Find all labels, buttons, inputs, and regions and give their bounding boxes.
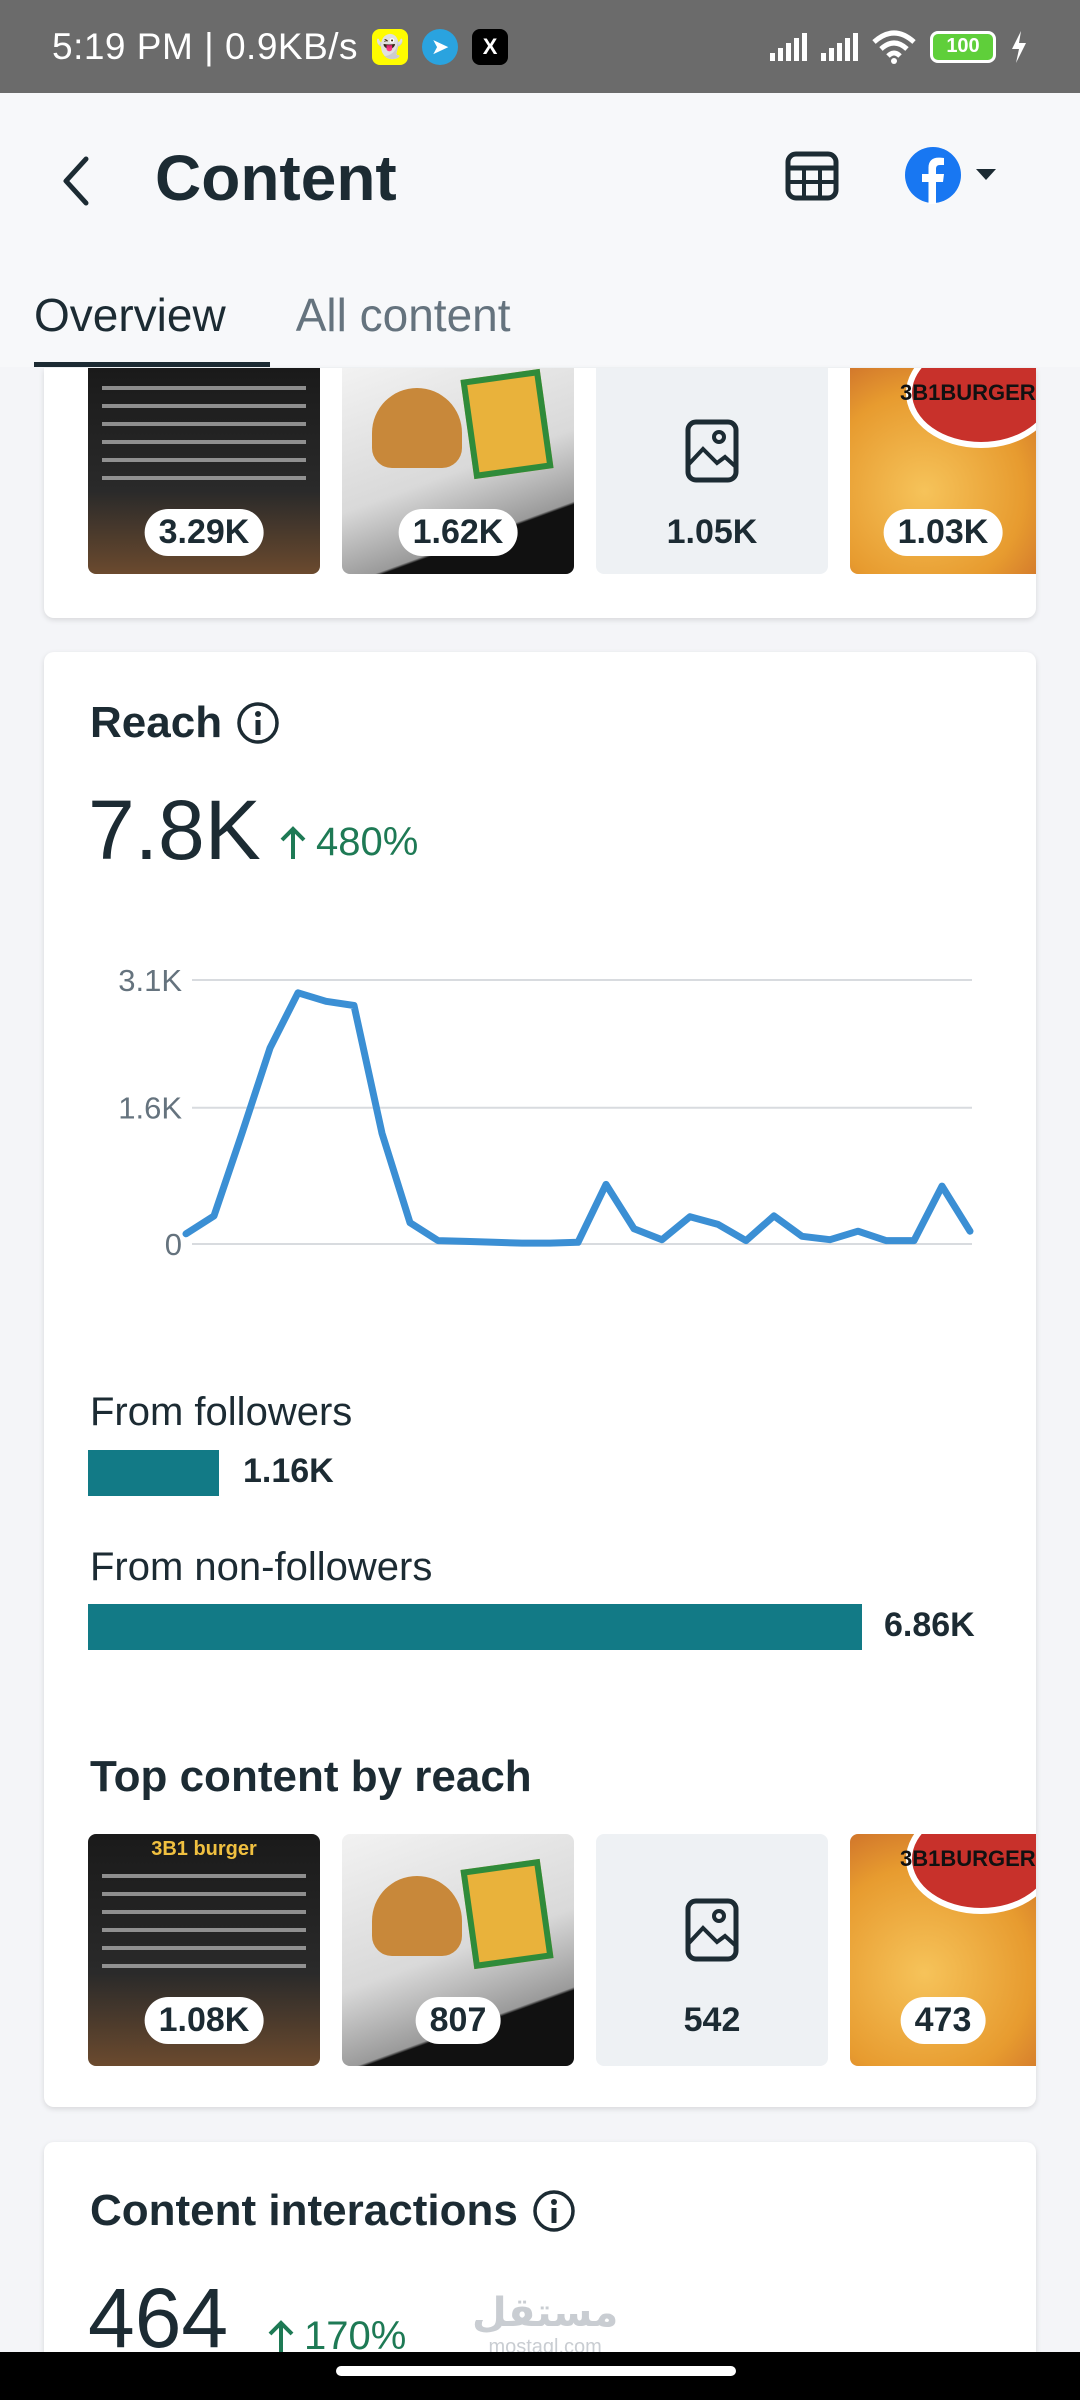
top-content-reach-badge: 807	[415, 1997, 501, 2044]
chart-y-ticks: 3.1K 1.6K 0	[118, 963, 182, 1262]
top-content-reach-badge: 1.08K	[144, 1997, 264, 2044]
pizza-brand-text: 3B1BURGER	[900, 380, 1036, 405]
image-icon	[685, 419, 739, 483]
snapchat-icon: 👻	[372, 28, 409, 65]
account-switcher[interactable]	[904, 145, 1014, 205]
info-icon[interactable]	[236, 701, 280, 745]
reach-value: 7.8K	[88, 783, 261, 877]
post-thumb-menu[interactable]: 3.29K	[88, 368, 320, 574]
post-thumb-pizza[interactable]: 3B1BURGER 1.03K	[850, 368, 1036, 574]
reach-title-row: Reach	[90, 698, 280, 748]
table-view-icon[interactable]	[784, 148, 840, 204]
top-content-thumb-placeholder[interactable]: 542	[596, 1834, 828, 2066]
reach-delta: 480%	[278, 820, 418, 865]
top-posts-card: 3.29K 1.62K 1.05K 3B1BURGER 1.03K	[44, 368, 1036, 618]
page-title: Content	[155, 142, 397, 214]
wifi-icon	[872, 30, 916, 64]
app-header: Content	[0, 93, 1080, 263]
top-content-reach-badge: 473	[900, 1997, 986, 2044]
top-content-reach-badge: 542	[683, 2001, 741, 2039]
reach-card: Reach 7.8K 480% 3.1K1.6K0 23 June30 June…	[44, 652, 1036, 2107]
tab-overview-label: Overview	[34, 289, 226, 341]
from-followers-value: 1.16K	[243, 1452, 334, 1490]
back-arrow-icon[interactable]	[56, 151, 96, 211]
from-nonfollowers-label: From non-followers	[90, 1545, 433, 1589]
post-reach-badge: 1.05K	[666, 513, 758, 551]
burger-shape	[372, 1876, 462, 1956]
arrow-up-icon	[280, 825, 306, 859]
watermark: مستقل mostaql.com	[472, 2290, 618, 2359]
reach-delta-value: 480%	[316, 820, 419, 864]
home-indicator[interactable]	[336, 2366, 736, 2376]
post-reach-badge: 3.29K	[144, 509, 264, 556]
status-bar: 5:19 PM | 0.9KB/s 👻 ➤ X 100	[0, 0, 1080, 93]
post-thumb-placeholder[interactable]: 1.05K	[596, 368, 828, 574]
from-followers-bar	[88, 1450, 219, 1496]
tab-bar: Overview All content	[0, 263, 1080, 367]
pizza-brand-text: 3B1BURGER	[900, 1846, 1036, 1871]
tab-overview[interactable]: Overview	[0, 263, 270, 367]
tab-all-content-label: All content	[295, 289, 511, 341]
top-content-row: 3B1 burger 1.08K 807 542 3B1BURGER 473	[88, 1834, 1080, 2066]
charging-icon	[1012, 30, 1026, 63]
chevron-down-icon	[976, 169, 996, 180]
x-app-icon: X	[472, 28, 509, 65]
chart-y-tick-label: 3.1K	[118, 963, 182, 998]
watermark-arabic: مستقل	[472, 2291, 619, 2335]
menu-lines	[102, 1874, 306, 1982]
top-content-thumb-pizza[interactable]: 3B1BURGER 473	[850, 1834, 1036, 2066]
arrow-up-icon	[268, 2319, 294, 2353]
menu-lines	[102, 386, 306, 494]
info-icon[interactable]	[532, 2189, 576, 2233]
status-time: 5:19 PM | 0.9KB/s	[52, 25, 359, 67]
interactions-delta: 170%	[266, 2314, 406, 2359]
burger-shape	[372, 388, 462, 468]
from-followers-label: From followers	[90, 1390, 353, 1434]
post-reach-badge: 1.62K	[398, 509, 518, 556]
reach-line-chart: 3.1K1.6K0 23 June30 June7 July14 July	[118, 963, 974, 1262]
facebook-icon	[905, 147, 961, 204]
interactions-value: 464	[88, 2271, 229, 2365]
interactions-title-row: Content interactions	[90, 2186, 576, 2236]
post-thumb-burger[interactable]: 1.62K	[342, 368, 574, 574]
menu-head-text: 3B1 burger	[151, 1838, 257, 1860]
top-posts-row: 3.29K 1.62K 1.05K 3B1BURGER 1.03K	[88, 368, 1080, 574]
chart-series-line	[182, 989, 974, 1247]
gesture-bar	[0, 2352, 1080, 2400]
interactions-delta-value: 170%	[304, 2314, 407, 2358]
signal-2-icon	[821, 32, 858, 61]
fries-shape	[460, 368, 554, 480]
fries-shape	[460, 1858, 554, 1970]
image-icon	[685, 1898, 739, 1962]
from-nonfollowers-value: 6.86K	[884, 1606, 975, 1644]
telegram-icon: ➤	[422, 28, 459, 65]
reach-title: Reach	[90, 698, 223, 747]
signal-icon	[770, 32, 807, 61]
interactions-title: Content interactions	[90, 2186, 518, 2235]
top-content-thumb-burger[interactable]: 807	[342, 1834, 574, 2066]
chart-y-tick-label: 1.6K	[118, 1091, 182, 1126]
chart-y-tick-label: 0	[165, 1227, 182, 1262]
from-nonfollowers-bar	[88, 1604, 862, 1650]
top-content-title: Top content by reach	[90, 1752, 532, 1801]
tab-all-content[interactable]: All content	[260, 263, 545, 367]
status-right: 100	[770, 30, 1028, 64]
chart-grid	[192, 979, 972, 1245]
battery-icon: 100	[930, 30, 996, 63]
top-content-thumb-menu[interactable]: 3B1 burger 1.08K	[88, 1834, 320, 2066]
post-reach-badge: 1.03K	[883, 509, 1003, 556]
